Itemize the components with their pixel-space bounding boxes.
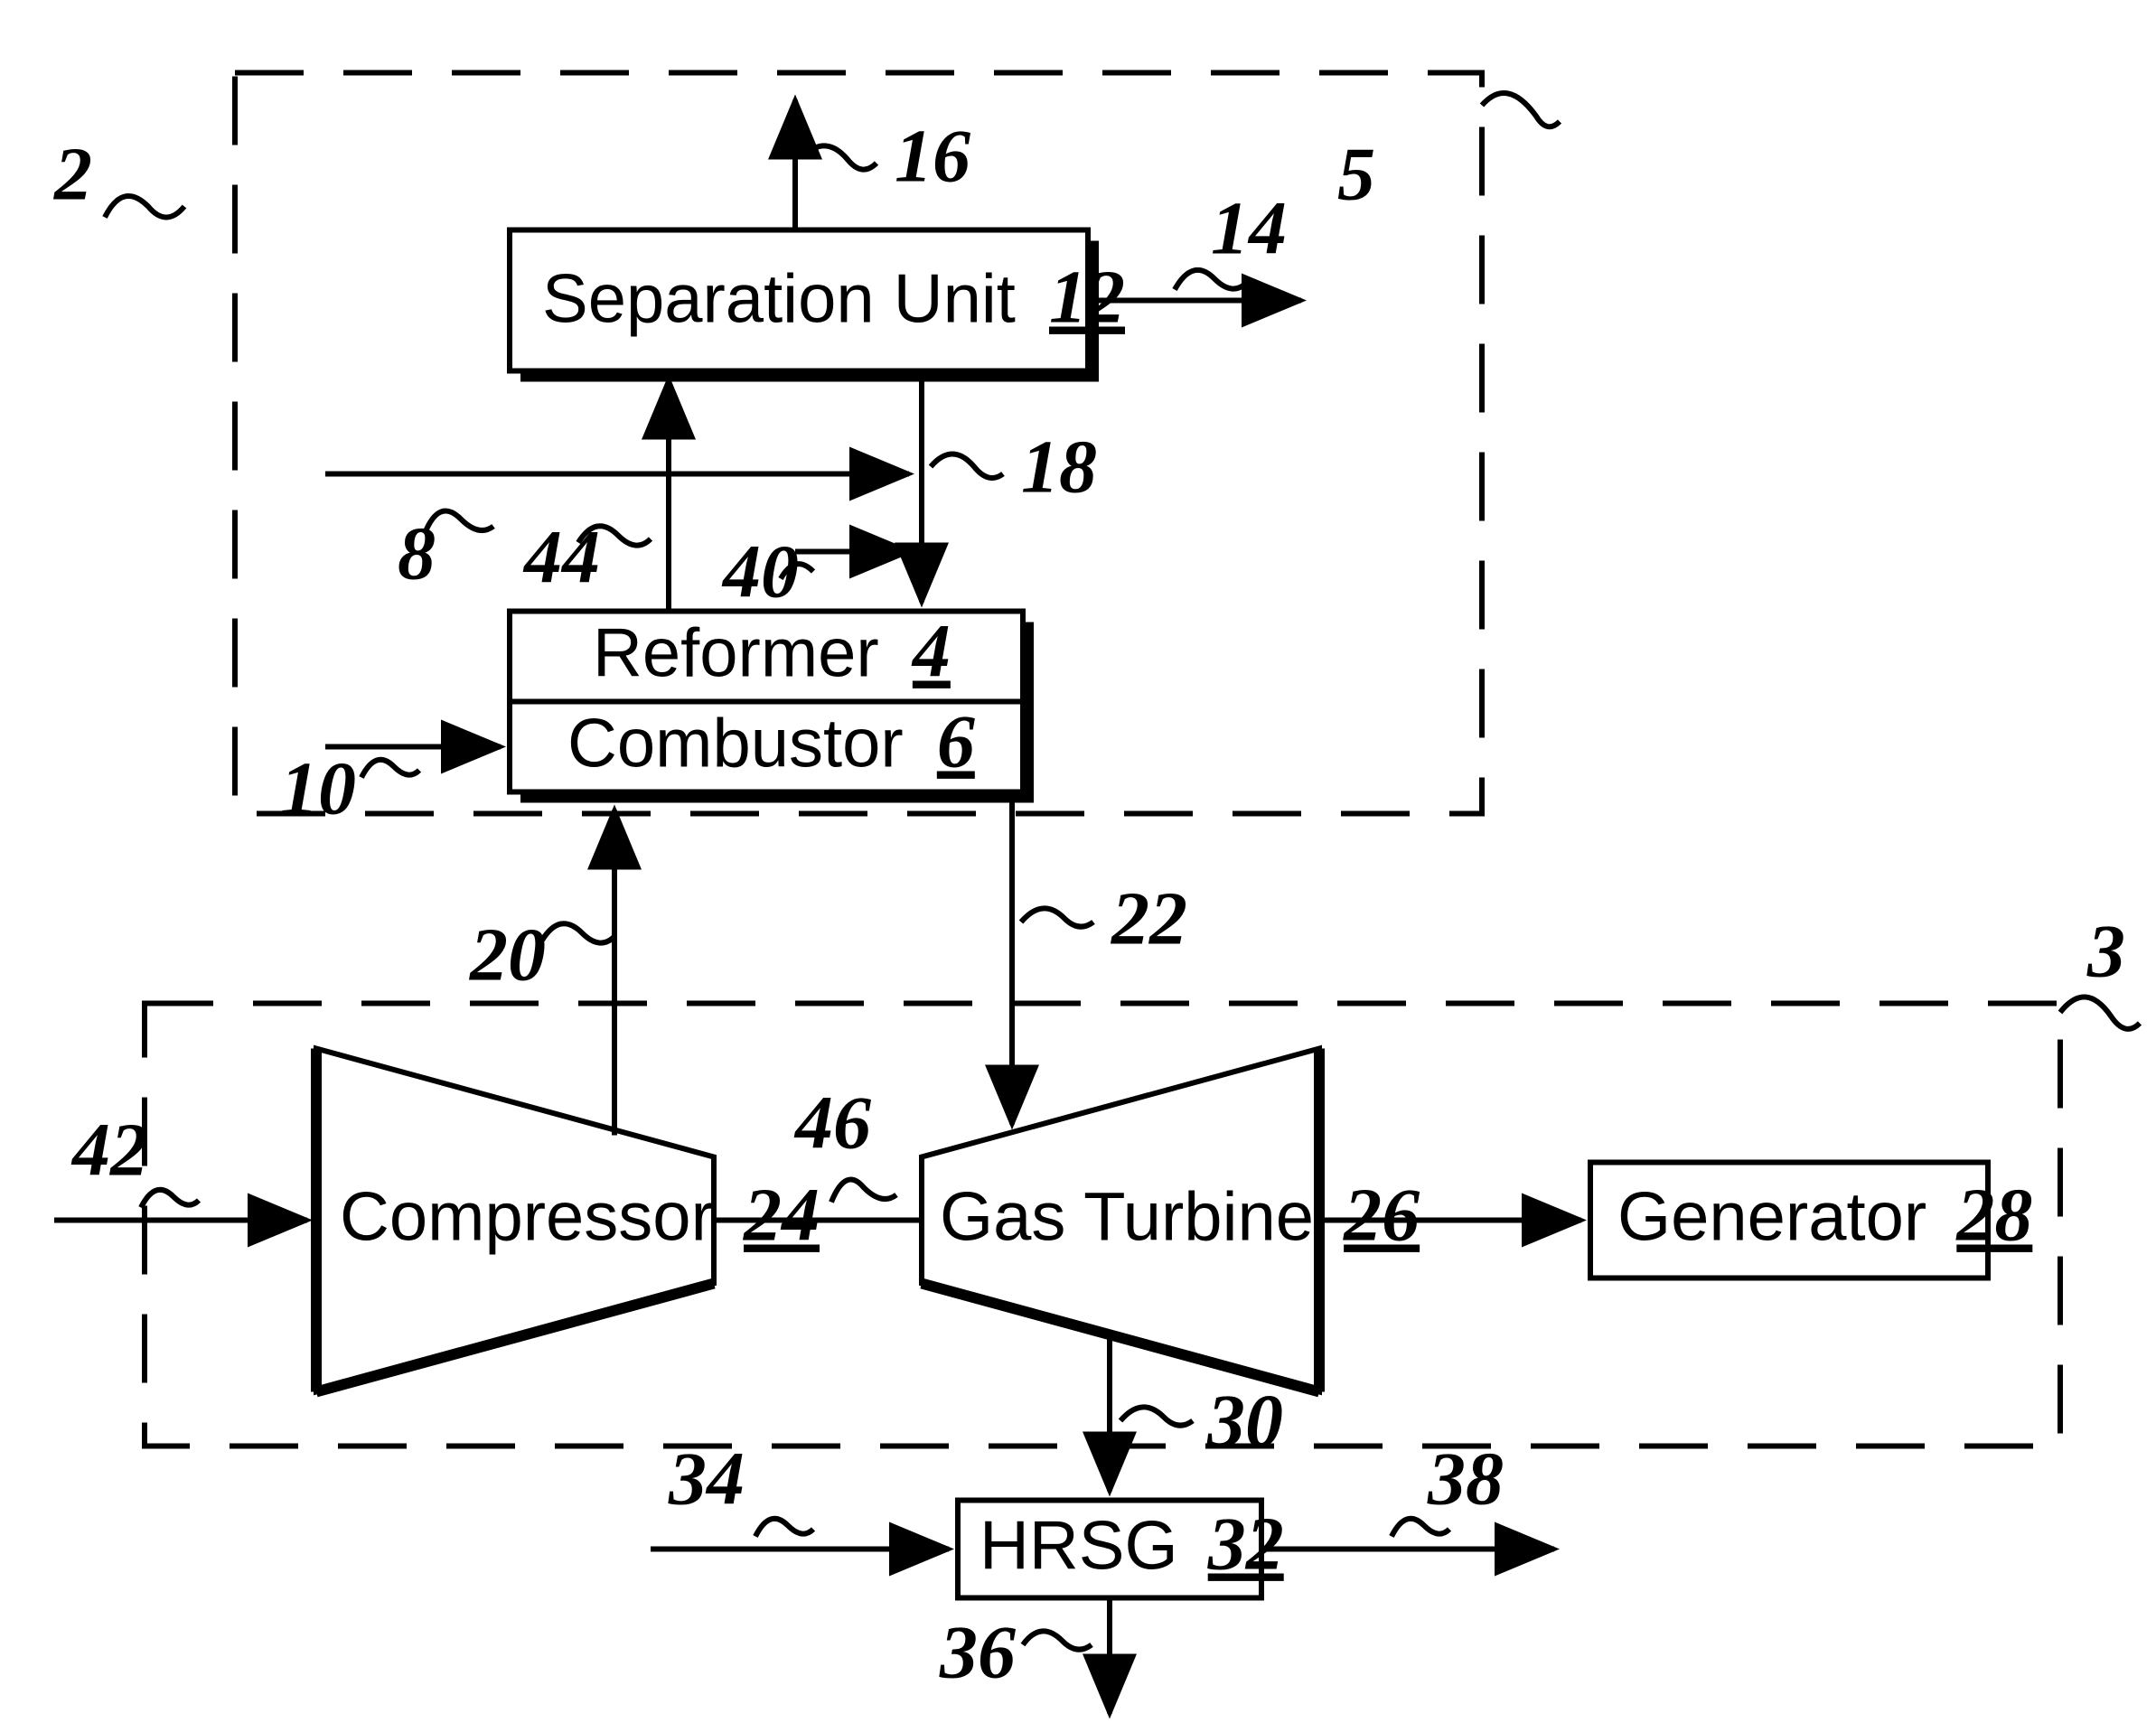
ref-40: 40 <box>721 530 799 614</box>
ref-46: 46 <box>793 1081 871 1166</box>
leader-10 <box>361 760 419 778</box>
ref-44: 44 <box>522 516 600 600</box>
ref-3: 3 <box>2086 910 2125 994</box>
ref-2: 2 <box>52 133 92 217</box>
leader-14 <box>1175 270 1247 290</box>
turbine-label: Gas Turbine 26 <box>940 1174 1420 1258</box>
ref-36: 36 <box>939 1611 1016 1695</box>
leader-18 <box>931 454 1003 479</box>
leader-38 <box>1392 1519 1449 1537</box>
ref-18: 18 <box>1021 426 1097 510</box>
leader-3 <box>2060 997 2140 1028</box>
ref-34: 34 <box>668 1437 745 1521</box>
leader-2 <box>105 196 184 218</box>
ref-20: 20 <box>468 913 546 997</box>
leader-34 <box>755 1519 813 1537</box>
diagram-canvas: 5 2 Separation Unit 12 16 14 8 44 18 40 … <box>0 0 2156 1732</box>
hrsg-label: HRSG 32 <box>980 1503 1284 1587</box>
leader-22 <box>1021 908 1093 926</box>
combustor-label: Combustor 6 <box>567 700 975 784</box>
ref-38: 38 <box>1427 1437 1504 1521</box>
leader-20 <box>542 923 614 942</box>
reformer-label: Reformer 4 <box>593 610 951 694</box>
ref-42: 42 <box>70 1109 148 1193</box>
compressor-label: Compressor 24 <box>340 1174 820 1258</box>
leader-36 <box>1023 1631 1092 1649</box>
leader-16 <box>804 145 876 169</box>
ref-10: 10 <box>280 747 356 831</box>
leader-5 <box>1482 93 1560 126</box>
ref-5: 5 <box>1337 133 1375 217</box>
ref-14: 14 <box>1211 187 1287 271</box>
leader-46 <box>831 1180 896 1203</box>
ref-22: 22 <box>1110 877 1187 961</box>
ref-16: 16 <box>895 115 970 199</box>
leader-30 <box>1120 1407 1193 1425</box>
leader-42 <box>141 1190 199 1208</box>
ref-8: 8 <box>398 512 436 596</box>
ref-30: 30 <box>1206 1380 1283 1464</box>
generator-label: Generator 28 <box>1617 1174 2032 1258</box>
